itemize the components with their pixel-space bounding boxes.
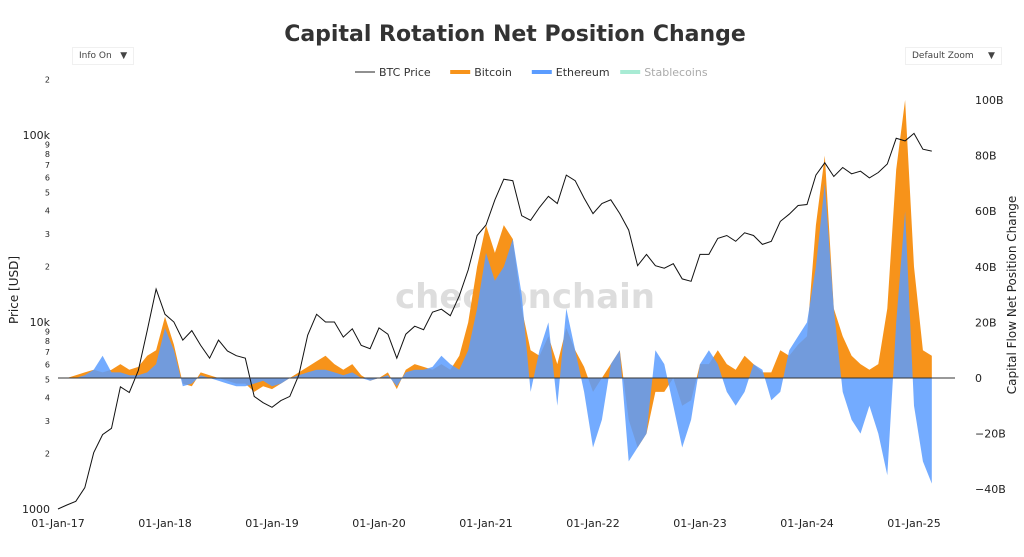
caret-down-icon: ▼ (988, 51, 995, 61)
right-tick-label: 0 (975, 372, 982, 385)
left-tick-label: 4 (45, 393, 50, 402)
left-tick-label: 6 (45, 173, 50, 182)
right-tick-label: −40B (975, 483, 1006, 496)
x-tick-label: 01-Jan-22 (566, 517, 620, 530)
right-tick-label: 100B (975, 94, 1004, 107)
right-tick-label: 20B (975, 316, 997, 329)
info-label: Info On (79, 51, 112, 61)
zoom-dropdown[interactable]: Default Zoom ▼ (905, 47, 1002, 65)
left-tick-label: 4 (45, 206, 50, 215)
left-axis-label: Price [USD] (7, 256, 21, 324)
right-tick-label: 80B (975, 150, 997, 163)
right-tick-label: 60B (975, 205, 997, 218)
legend-item-ethereum[interactable]: Ethereum (531, 66, 610, 79)
legend-label: Ethereum (556, 66, 610, 79)
x-tick-label: 01-Jan-18 (138, 517, 192, 530)
x-tick-label: 01-Jan-17 (31, 517, 85, 530)
zoom-label: Default Zoom (912, 51, 974, 61)
legend-item-bitcoin[interactable]: Bitcoin (450, 66, 512, 79)
left-tick-label: 1000 (22, 503, 50, 516)
legend-label: Bitcoin (474, 66, 512, 79)
left-tick-label: 9 (45, 141, 50, 150)
info-dropdown[interactable]: Info On ▼ (72, 47, 135, 65)
btc-price-line (57, 132, 932, 510)
left-tick-label: 3 (45, 417, 50, 426)
left-tick-label: 5 (45, 375, 50, 384)
left-tick-label: 3 (45, 230, 50, 239)
right-tick-label: 40B (975, 261, 997, 274)
x-tick-label: 01-Jan-24 (780, 517, 834, 530)
right-axis-label: Capital Flow Net Position Change (1005, 196, 1019, 394)
x-tick-label: 01-Jan-25 (887, 517, 941, 530)
left-tick-label: 6 (45, 360, 50, 369)
left-tick-label: 8 (45, 337, 50, 346)
x-tick-label: 01-Jan-23 (673, 517, 727, 530)
left-tick-label: 2 (45, 450, 50, 459)
left-tick-label: 100k (23, 129, 51, 142)
x-tick-label: 01-Jan-19 (245, 517, 299, 530)
left-tick-label: 8 (45, 150, 50, 159)
x-tick-label: 01-Jan-21 (459, 517, 513, 530)
left-tick-label: 7 (45, 161, 50, 170)
legend-label: Stablecoins (644, 66, 708, 79)
left-tick-label: 7 (45, 348, 50, 357)
chart-title: Capital Rotation Net Position Change (284, 22, 746, 47)
left-tick-label: 9 (45, 328, 50, 337)
left-tick-label: 2 (45, 263, 50, 272)
right-tick-label: −20B (975, 428, 1006, 441)
legend-label: BTC Price (379, 66, 431, 79)
legend[interactable]: BTC Price Bitcoin Ethereum Stablecoins (355, 66, 708, 79)
left-tick-label: 10k (30, 316, 51, 329)
left-tick-label: 2 (45, 76, 50, 85)
watermark: checkonchain (395, 277, 655, 317)
legend-item-stablecoins[interactable]: Stablecoins (620, 66, 708, 79)
left-tick-label: 5 (45, 188, 50, 197)
caret-down-icon: ▼ (120, 51, 128, 61)
bitcoin-area (58, 100, 932, 448)
ethereum-area (58, 183, 932, 484)
x-tick-label: 01-Jan-20 (352, 517, 406, 530)
legend-item-btc-price[interactable]: BTC Price (355, 66, 431, 79)
